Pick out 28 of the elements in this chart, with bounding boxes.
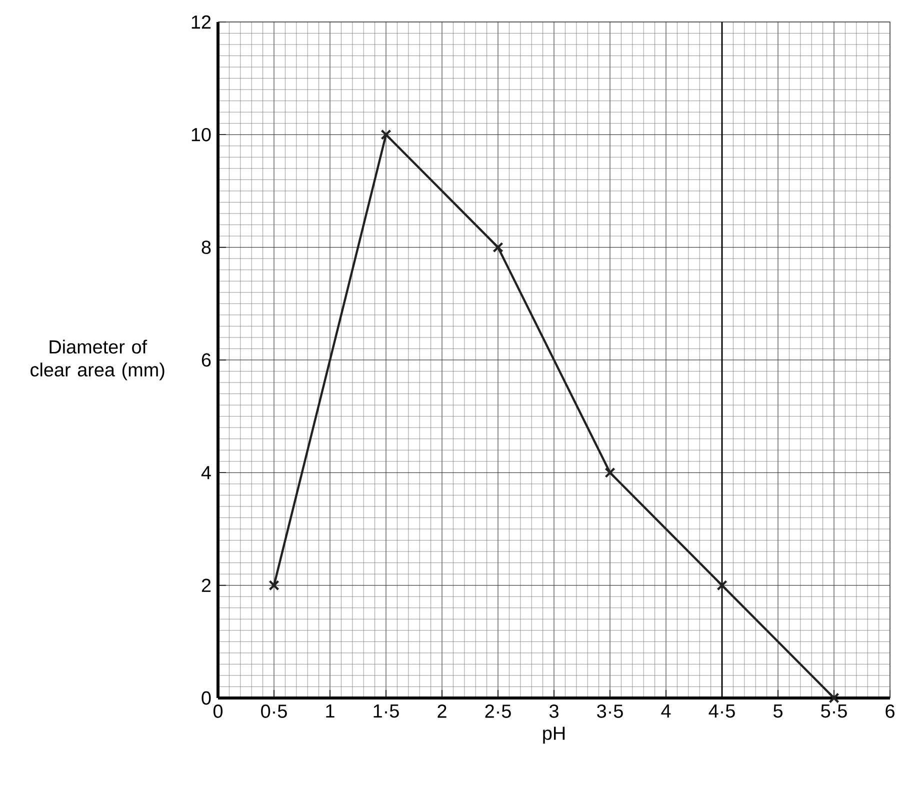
x-tick-label: 4 xyxy=(661,704,671,718)
x-tick-label: 5·5 xyxy=(821,704,847,718)
x-tick-label: 4·5 xyxy=(708,704,735,718)
point xyxy=(268,580,280,591)
x-tick-label: 5 xyxy=(773,704,782,718)
x-tick-label: 2·5 xyxy=(485,704,511,718)
point xyxy=(380,129,392,140)
x-axis-title: pH xyxy=(543,726,565,744)
x-tick-label: 1·5 xyxy=(374,704,399,718)
x-tick-label: 0·5 xyxy=(261,704,287,718)
x-tick-label: 2 xyxy=(438,704,446,718)
y-tick-label: 4 xyxy=(201,466,211,480)
point xyxy=(828,692,840,704)
y-tick-label: 6 xyxy=(202,353,211,367)
y-tick-label: 8 xyxy=(202,240,211,254)
x-tick-label: 3 xyxy=(549,704,558,718)
x-tick-label: 0 xyxy=(213,704,223,718)
x-tick-label: 1 xyxy=(326,704,334,718)
point xyxy=(716,580,728,591)
y-tick-label: 0 xyxy=(202,691,211,705)
point xyxy=(604,467,616,478)
y-tick-label: 12 xyxy=(192,15,211,29)
y-axis-title: Diameter of clear area (mm) xyxy=(30,340,164,380)
point xyxy=(492,242,504,253)
x-tick-label: 3·5 xyxy=(597,704,623,718)
x-tick-label: 6 xyxy=(886,704,894,718)
y-tick-label: 10 xyxy=(192,128,211,142)
y-tick-label: 2 xyxy=(202,578,211,592)
